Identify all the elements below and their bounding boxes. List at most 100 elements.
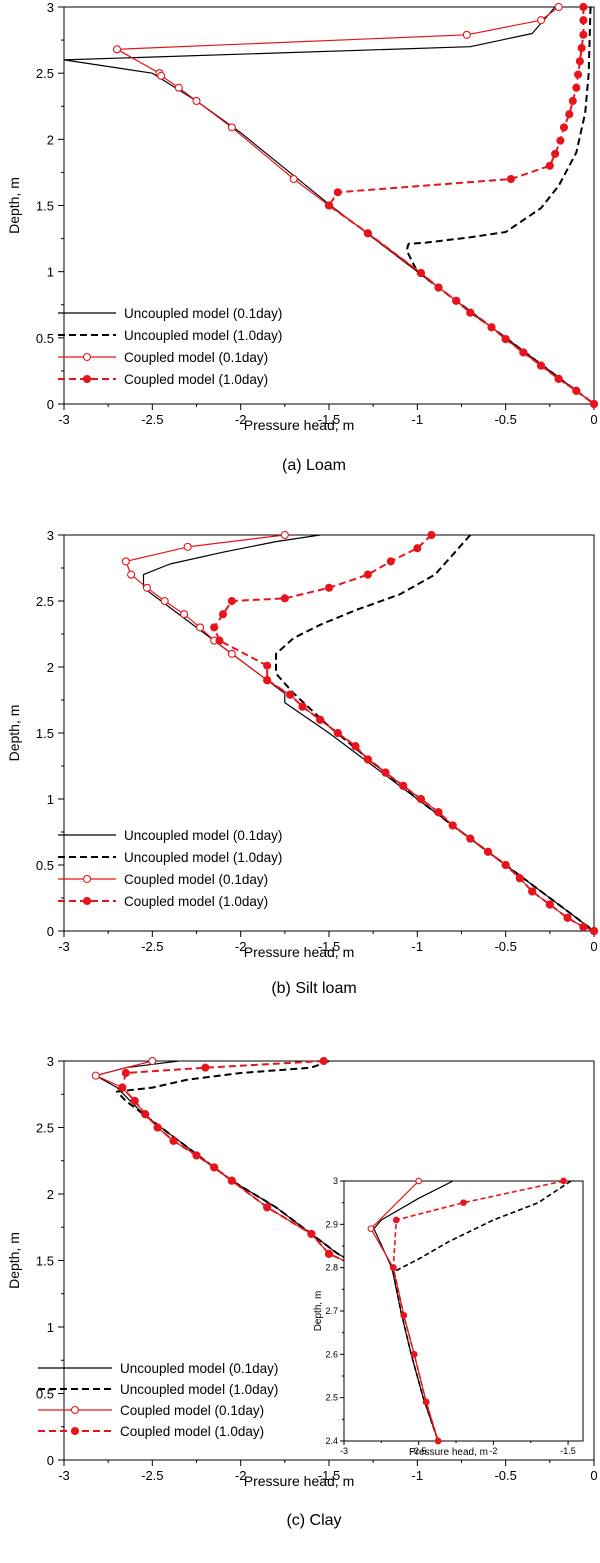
data-point [579,30,588,39]
y-tick-label: 3 [47,528,54,543]
y-tick-label: 1 [47,265,54,280]
x-tick-label: -2 [489,1446,497,1456]
data-point [568,96,577,106]
data-point [556,136,565,145]
y-tick-label: 0.5 [36,858,54,873]
legend-entry: Coupled model (0.1day) [124,350,268,365]
data-point [263,676,272,685]
data-point [127,570,136,579]
data-point [579,16,588,25]
y-tick-label: 1.5 [36,199,54,214]
data-point [572,83,581,92]
data-point [367,1225,375,1233]
data-point [210,623,219,632]
y-tick-label: 0 [47,397,54,412]
data-point [263,1203,272,1212]
data-point [551,149,560,158]
series-1 [116,1060,351,1262]
y-tick-label: 1.5 [36,1254,54,1269]
series-0 [142,534,595,932]
data-point [192,96,201,106]
y-tick-label: 1 [47,792,54,807]
x-tick-label: -2.5 [141,939,163,954]
data-point [263,661,272,670]
legend-entry: Uncoupled model (1.0day) [124,850,282,865]
y-tick-label: 1 [47,1320,54,1335]
legend-entry: Uncoupled model (1.0day) [124,328,282,343]
plot-area [64,3,598,408]
data-point [91,1071,100,1080]
legend-swatch-marker [70,1426,80,1436]
data-point [545,900,554,909]
series-1 [405,6,595,405]
data-point [324,201,334,210]
y-tick-label: 3 [333,1176,338,1186]
data-point [389,1264,397,1272]
x-tick-label: 0 [590,939,597,954]
x-tick-label: -3 [58,939,70,954]
legend-swatch-marker [82,352,92,362]
data-point [427,531,436,540]
series-line [405,6,595,405]
y-tick-label: 2.5 [36,66,54,81]
inset-background [344,1181,583,1441]
series-3 [324,3,598,408]
data-point [466,308,475,317]
x-tick-label: -2 [235,939,247,954]
series-3 [389,1177,567,1445]
data-point [462,30,471,39]
y-tick-label: 2 [47,132,54,147]
legend-swatch-marker [70,1405,80,1415]
data-point [112,45,122,54]
data-point [118,1083,127,1092]
x-tick-label: -2.5 [411,1446,427,1456]
legend-swatch-marker [82,874,92,884]
data-point [575,57,584,66]
y-tick-label: 2 [47,1187,54,1202]
data-point [554,3,563,12]
y-tick-label: 0.5 [36,1387,54,1402]
data-point [316,715,325,724]
legend: Uncoupled model (0.1day) Uncoupled model … [58,306,282,387]
data-point [324,583,334,592]
series-1 [275,534,595,932]
series-line [142,534,595,932]
y-tick-label: 2.5 [36,594,54,609]
series-line [275,534,595,932]
data-point [400,1311,408,1319]
legend-entry: Coupled model (1.0day) [124,894,268,909]
data-point [351,742,360,751]
x-tick-label: -0.5 [494,939,516,954]
data-point [363,229,372,238]
data-point [215,636,224,645]
data-point [192,1151,201,1160]
series-1 [392,1180,572,1442]
chart-panel-2: -3 -2.5 -2 -1.5 -1 -0.5 0 0 0.5 1 1.5 2 2.5 3 Pressure… [6,1054,598,1529]
data-point [483,847,493,856]
data-point [501,860,510,870]
y-tick-label: 3 [47,1054,54,1069]
y-tick-label: 2.6 [325,1349,338,1359]
data-point [363,570,372,579]
series-line [116,1060,351,1262]
x-tick-label: -1 [412,939,424,954]
data-point [180,610,189,619]
data-point [130,1096,139,1105]
y-tick-label: 1.5 [36,726,54,741]
data-point [169,1136,178,1145]
data-point [579,3,588,12]
x-tick-label: -1 [412,412,424,427]
x-tick-label: -1.5 [318,939,340,954]
x-tick-label: -3 [58,412,70,427]
series-3 [210,531,598,935]
x-tick-label: -1.5 [560,1446,576,1456]
panel-caption: (c) Clay [286,1512,341,1529]
data-point [289,174,298,184]
series-line [95,1060,356,1267]
data-point [363,755,372,764]
data-point [121,1068,130,1078]
data-point [195,623,205,632]
data-point [121,557,130,566]
x-axis-label: Pressure head, m [244,944,355,960]
x-tick-label: -1.5 [318,1468,340,1483]
